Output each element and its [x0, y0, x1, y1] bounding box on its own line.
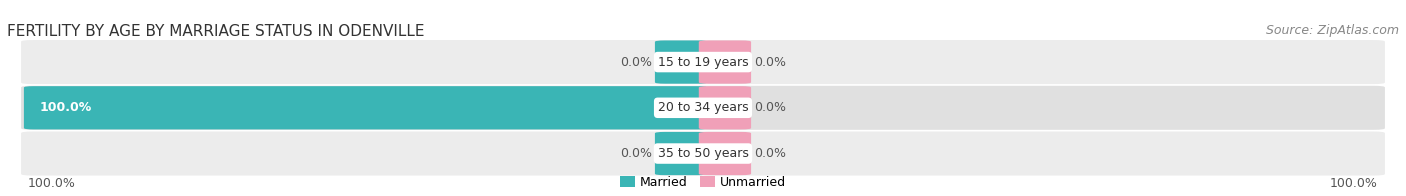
Text: FERTILITY BY AGE BY MARRIAGE STATUS IN ODENVILLE: FERTILITY BY AGE BY MARRIAGE STATUS IN O… — [7, 24, 425, 39]
FancyBboxPatch shape — [655, 40, 707, 84]
Legend: Married, Unmarried: Married, Unmarried — [614, 171, 792, 194]
FancyBboxPatch shape — [655, 132, 707, 175]
Text: Source: ZipAtlas.com: Source: ZipAtlas.com — [1265, 24, 1399, 36]
Text: 0.0%: 0.0% — [754, 147, 786, 160]
Text: 0.0%: 0.0% — [754, 56, 786, 69]
FancyBboxPatch shape — [699, 40, 751, 84]
Text: 0.0%: 0.0% — [620, 147, 652, 160]
Text: 35 to 50 years: 35 to 50 years — [658, 147, 748, 160]
Text: 100.0%: 100.0% — [1330, 177, 1378, 190]
FancyBboxPatch shape — [699, 86, 751, 129]
FancyBboxPatch shape — [24, 86, 707, 129]
Text: 20 to 34 years: 20 to 34 years — [658, 101, 748, 114]
Text: 100.0%: 100.0% — [28, 177, 76, 190]
FancyBboxPatch shape — [21, 86, 1385, 130]
Text: 15 to 19 years: 15 to 19 years — [658, 56, 748, 69]
FancyBboxPatch shape — [21, 40, 1385, 84]
Text: 0.0%: 0.0% — [620, 56, 652, 69]
Text: 0.0%: 0.0% — [754, 101, 786, 114]
FancyBboxPatch shape — [21, 132, 1385, 176]
Text: 100.0%: 100.0% — [39, 101, 91, 114]
FancyBboxPatch shape — [699, 132, 751, 175]
